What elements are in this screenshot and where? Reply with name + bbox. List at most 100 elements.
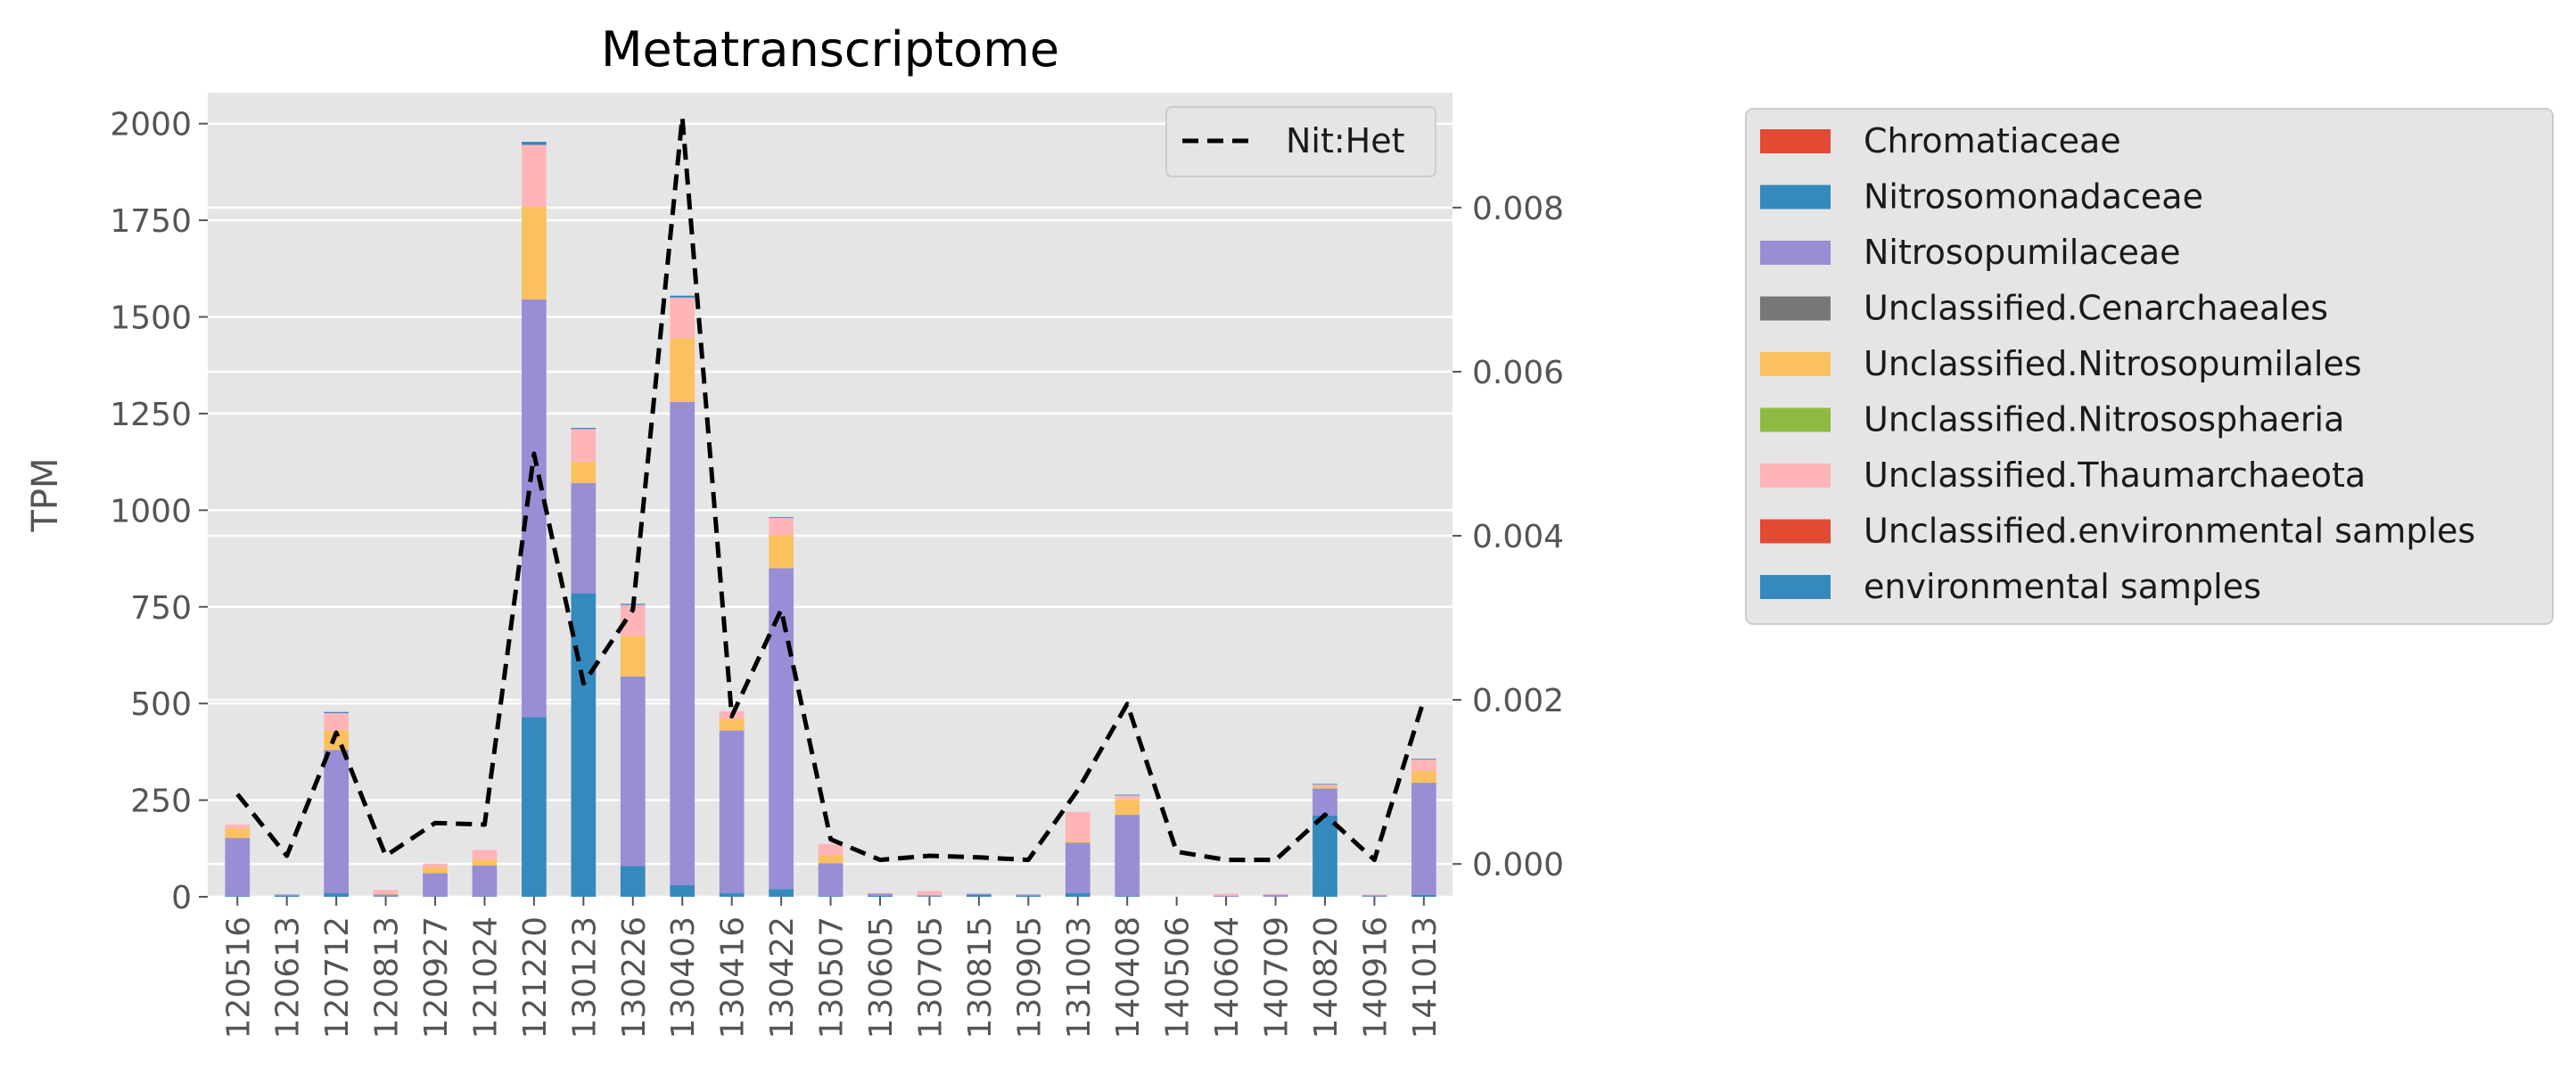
x-tick-label: 140604 [1209,916,1246,1039]
bar-segment [1313,786,1337,789]
bar-segment [1115,815,1140,897]
legend-swatch [1760,129,1831,153]
x-tick-label: 120613 [270,916,307,1039]
bar-segment [472,865,498,897]
bar-segment [620,636,646,677]
bar-segment [522,144,547,207]
bar-segment [1214,895,1239,897]
bar-segment [1313,784,1337,787]
bar-segment [868,893,893,896]
bar-segment [274,894,300,896]
x-tick-label: 140506 [1160,916,1197,1039]
legend-swatch [1760,407,1831,432]
bar-segment [423,863,448,868]
series-legend: Chromatiaceae Nitrosomonadaceae Nitrosopum… [1745,108,2554,625]
bar-segment [324,892,350,897]
bar-segment [670,884,695,897]
bar-segment [670,297,695,339]
bar-segment [472,859,498,866]
bar-segment [324,711,350,714]
bar-segment [522,142,547,145]
bar-segment [1115,896,1140,897]
y-tick-label: 250 [130,784,192,820]
bar-segment [373,890,399,894]
bar-segment [769,568,794,890]
bar-segment [1362,895,1387,897]
x-tick-label: 130226 [616,916,653,1039]
bar-segment [274,895,300,897]
y2-tick-label: 0.002 [1472,683,1564,719]
x-tick-label: 140916 [1357,916,1394,1039]
bar-segment [670,338,695,402]
bar-segment [670,295,695,298]
y-tick-label: 750 [130,590,192,627]
x-tick-label: 130507 [814,916,851,1039]
bar-segment [868,892,893,894]
bar-segment [1016,894,1041,896]
bar-segment [423,873,448,897]
bar-segment [324,750,350,893]
x-tick-label: 131003 [1061,916,1098,1039]
legend-label: Unclassified.Nitrosopumilales [1864,344,2362,383]
line-layer [235,115,1427,863]
y-axis-label: TPM [25,457,66,532]
bar-segment [1214,893,1239,896]
legend-swatch [1760,296,1831,321]
bar-segment [1016,895,1041,897]
bar-segment [818,863,844,897]
x-tick-label: 130605 [863,916,900,1039]
x-tick-label: 120712 [319,916,356,1039]
y-tick-label: 1000 [110,493,192,530]
bar-segment [1411,771,1436,784]
chart-title: Metatranscriptome [601,21,1059,78]
bar-segment [571,462,597,483]
bar-segment [769,518,794,536]
bar-segment [522,300,547,718]
x-tick-label: 130705 [912,916,949,1039]
bar-segment [1065,841,1090,843]
x-tick-label: 140820 [1308,916,1345,1039]
bar-segment [967,894,992,897]
y-tick-label: 1750 [110,203,192,240]
bar-segment [1411,894,1436,897]
x-tick-label: 120927 [418,916,455,1039]
legend-swatch [1760,352,1831,376]
x-tick-label: 121024 [467,916,504,1039]
bar-segment [1263,894,1288,897]
bar-segment [1115,794,1140,796]
bar-segment [769,535,794,569]
legend-label: Unclassified.Thaumarchaeota [1864,456,2366,495]
bar-segment [225,838,251,897]
legend-label: Nitrosomonadaceae [1864,177,2203,217]
line-legend-box [1165,106,1436,177]
bar-segment [1411,759,1436,772]
bar-segment [1115,795,1140,800]
legend-swatch [1760,575,1831,599]
nit-het-line [235,115,1427,863]
bar-segment [571,427,597,430]
x-tick-label: 130905 [1011,916,1048,1039]
x-tick-label: 130815 [962,916,999,1039]
line-legend: Nit:Het [1165,106,1436,177]
x-tick-label: 120516 [220,916,257,1039]
bar-segment [868,895,893,897]
bar-segment [620,866,646,897]
bar-segment [1263,893,1288,895]
bar-segment [1065,842,1090,893]
bar-segment [818,855,844,864]
y-tick-label: 2000 [110,107,192,144]
y-tick-label: 1500 [110,300,192,337]
legend-swatch [1760,519,1831,544]
y2-tick-label: 0.004 [1472,519,1564,555]
bar-segment [769,517,794,519]
legend-label: Nitrosopumilaceae [1864,233,2181,272]
gridlines [208,122,1453,899]
bar-segment [522,717,547,897]
bar-segment [225,896,251,897]
bar-segment [1065,892,1090,897]
bar-segment [1313,815,1337,897]
x-tick-label: 140709 [1259,916,1296,1039]
bar-segment [1313,788,1337,816]
bar-segment [324,713,350,731]
